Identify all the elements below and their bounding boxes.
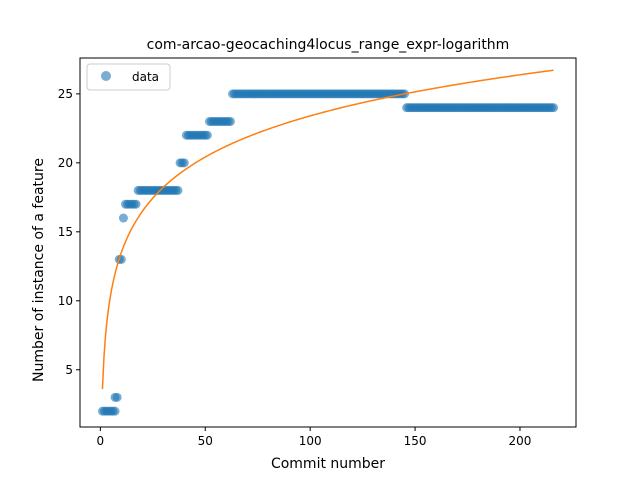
y-tick-label: 20	[58, 156, 73, 170]
x-axis-label: Commit number	[271, 456, 385, 472]
legend: data	[86, 63, 171, 91]
plot-area: 0 50 100 150 200 5 10 15 20 25	[58, 57, 577, 448]
data-point	[549, 103, 559, 113]
legend-marker	[101, 71, 111, 81]
data-point	[173, 185, 183, 195]
data-point	[131, 199, 141, 209]
x-tick-label: 150	[404, 434, 427, 448]
x-tick-label: 200	[509, 434, 532, 448]
legend-label-data: data	[132, 70, 159, 84]
fit-line	[101, 69, 554, 390]
y-axis-label: Number of instance of a feature	[31, 158, 47, 382]
legend-box	[86, 63, 171, 91]
data-point	[110, 406, 120, 416]
data-point	[225, 116, 235, 126]
axes-frame	[79, 57, 577, 428]
data-point	[202, 130, 212, 140]
y-tick-label: 25	[58, 87, 73, 101]
chart-title: com-arcao-geocaching4locus_range_expr-lo…	[147, 37, 510, 53]
data-point	[118, 213, 128, 223]
y-tick-label: 10	[58, 294, 73, 308]
y-tick-label: 5	[65, 363, 73, 377]
data-point	[179, 158, 189, 168]
x-tick-label: 50	[198, 434, 213, 448]
x-tick-label: 0	[97, 434, 105, 448]
data-point	[112, 392, 122, 402]
data-points	[97, 89, 559, 416]
x-tick-label: 100	[299, 434, 322, 448]
y-tick-label: 15	[58, 225, 73, 239]
